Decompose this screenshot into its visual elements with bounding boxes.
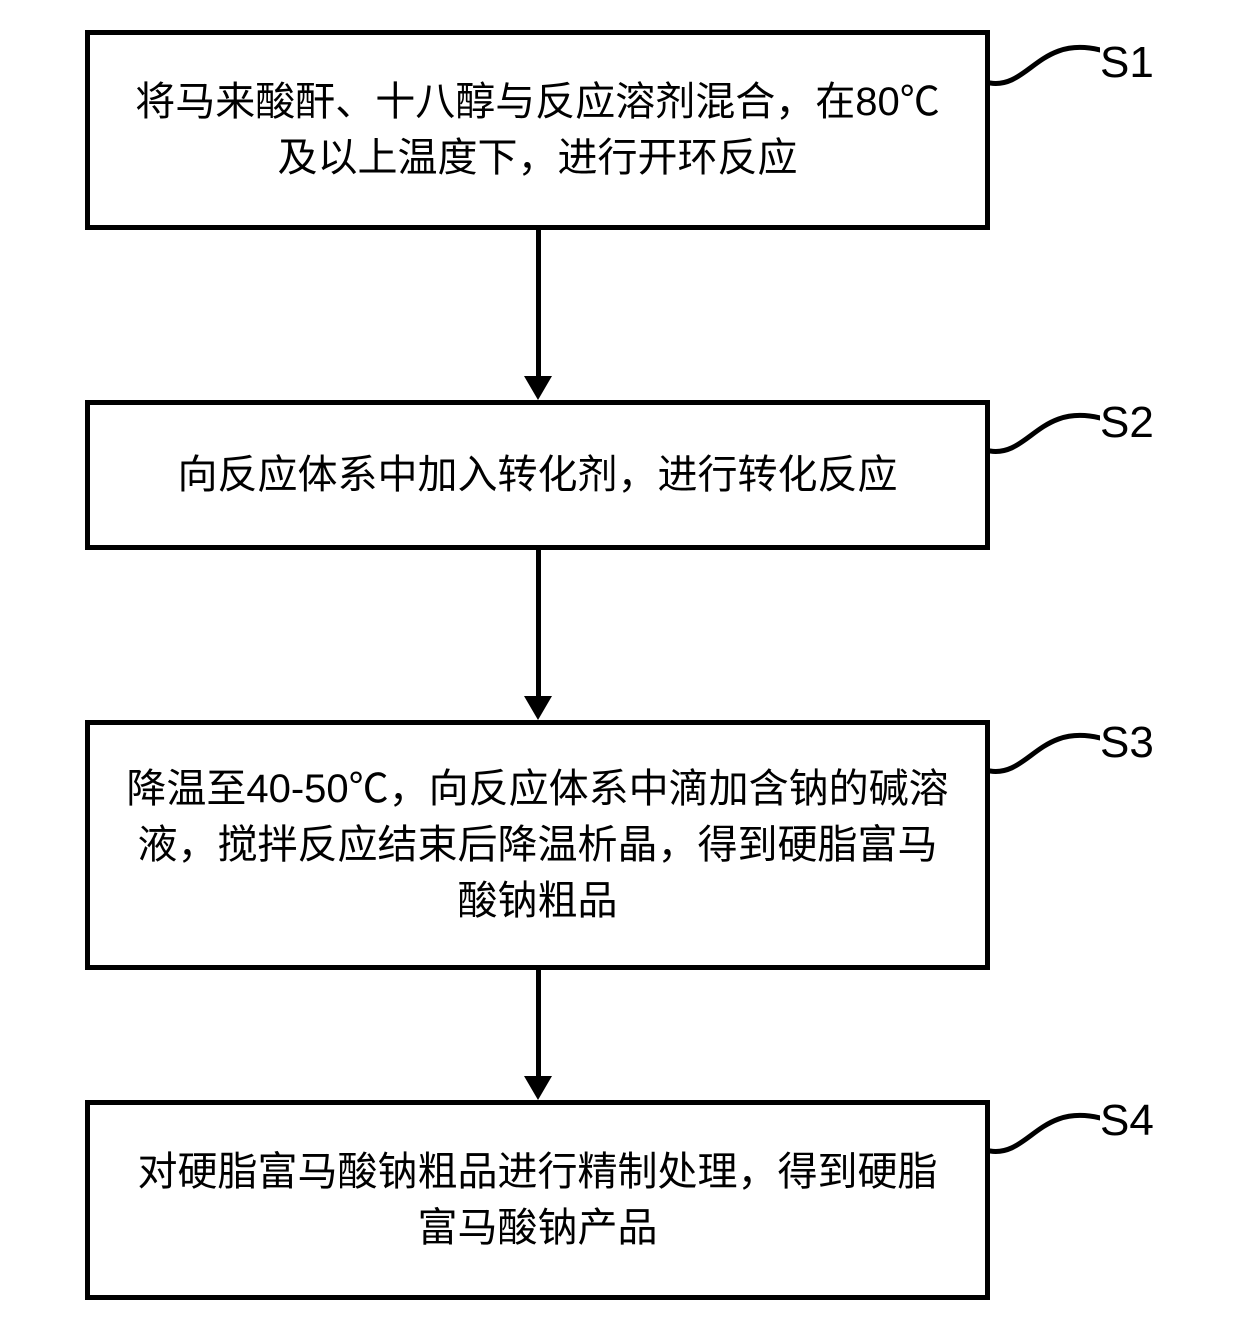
connector-line-2	[536, 550, 541, 696]
step-text-s2: 向反应体系中加入转化剂，进行转化反应	[90, 447, 985, 503]
flowchart-canvas: 将马来酸酐、十八醇与反应溶剂混合，在80℃及以上温度下，进行开环反应 向反应体系…	[0, 0, 1240, 1318]
step-label-s3: S3	[1100, 718, 1154, 768]
arrow-head-3	[524, 1076, 552, 1100]
step-label-s1: S1	[1100, 38, 1154, 88]
label-curve-s2	[990, 400, 1100, 460]
connector-line-3	[536, 970, 541, 1076]
arrow-head-1	[524, 376, 552, 400]
connector-line-1	[536, 230, 541, 376]
label-curve-s3	[990, 720, 1100, 780]
label-curve-s1	[990, 32, 1100, 92]
step-box-s2: 向反应体系中加入转化剂，进行转化反应	[85, 400, 990, 550]
step-text-s3: 降温至40-50℃，向反应体系中滴加含钠的碱溶液，搅拌反应结束后降温析晶，得到硬…	[90, 761, 985, 929]
arrow-head-2	[524, 696, 552, 720]
step-label-s2: S2	[1100, 398, 1154, 448]
step-box-s4: 对硬脂富马酸钠粗品进行精制处理，得到硬脂富马酸钠产品	[85, 1100, 990, 1300]
step-text-s1: 将马来酸酐、十八醇与反应溶剂混合，在80℃及以上温度下，进行开环反应	[90, 74, 985, 186]
label-curve-s4	[990, 1100, 1100, 1160]
step-box-s3: 降温至40-50℃，向反应体系中滴加含钠的碱溶液，搅拌反应结束后降温析晶，得到硬…	[85, 720, 990, 970]
step-box-s1: 将马来酸酐、十八醇与反应溶剂混合，在80℃及以上温度下，进行开环反应	[85, 30, 990, 230]
step-label-s4: S4	[1100, 1096, 1154, 1146]
step-text-s4: 对硬脂富马酸钠粗品进行精制处理，得到硬脂富马酸钠产品	[90, 1144, 985, 1256]
